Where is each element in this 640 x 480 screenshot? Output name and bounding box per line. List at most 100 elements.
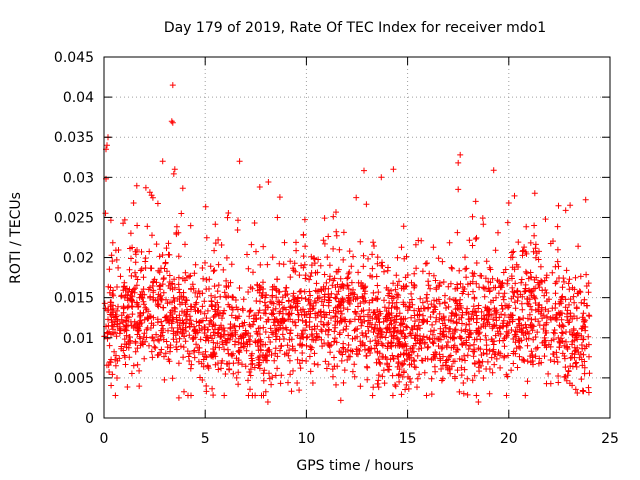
data-point: [128, 303, 135, 310]
data-point: [463, 265, 470, 272]
data-point: [530, 292, 537, 299]
data-point: [105, 316, 111, 323]
data-point: [439, 362, 446, 369]
data-point: [333, 381, 339, 388]
data-point: [522, 268, 529, 275]
data-point: [236, 323, 243, 330]
data-point: [510, 293, 517, 300]
data-point: [325, 361, 332, 368]
data-point: [337, 315, 344, 321]
data-point: [272, 305, 279, 312]
data-point: [322, 358, 329, 365]
data-point: [516, 326, 523, 333]
data-point: [121, 279, 128, 286]
data-point: [396, 343, 403, 349]
data-point: [475, 399, 482, 405]
x-tick-label: 20: [500, 431, 518, 447]
data-point: [253, 328, 260, 335]
data-point: [302, 243, 309, 250]
data-point: [445, 339, 451, 345]
data-point: [164, 344, 171, 351]
data-point: [511, 192, 518, 199]
data-point: [520, 247, 527, 254]
data-point: [137, 317, 144, 324]
data-point: [350, 253, 357, 260]
data-point: [167, 348, 173, 355]
data-point: [320, 302, 327, 309]
data-point: [334, 281, 341, 288]
data-point: [211, 306, 218, 313]
data-point: [203, 276, 210, 283]
data-point: [137, 267, 144, 274]
data-point: [144, 314, 151, 321]
data-point: [502, 266, 509, 273]
data-point: [136, 367, 143, 374]
data-point: [519, 306, 526, 313]
data-point: [261, 367, 268, 374]
data-point: [268, 329, 275, 336]
data-point: [561, 355, 568, 362]
data-point: [215, 261, 222, 268]
data-point: [375, 377, 382, 384]
data-point: [551, 327, 558, 333]
data-point: [257, 336, 264, 343]
data-point: [290, 267, 297, 274]
data-point: [554, 223, 561, 230]
data-point: [393, 291, 400, 298]
data-point: [144, 325, 151, 331]
data-point: [287, 371, 294, 378]
data-point: [333, 228, 340, 235]
data-point: [384, 345, 391, 352]
data-point: [123, 332, 130, 339]
data-point: [541, 292, 548, 299]
data-point: [276, 301, 283, 308]
data-point: [230, 370, 237, 377]
data-point: [242, 327, 249, 334]
data-point: [154, 316, 161, 323]
data-point: [188, 286, 195, 293]
data-point: [505, 352, 511, 359]
data-point: [104, 142, 110, 149]
data-point: [288, 388, 295, 395]
data-point: [144, 223, 151, 230]
data-point: [286, 347, 293, 354]
data-point: [511, 299, 518, 306]
data-point: [149, 354, 156, 361]
data-point: [224, 361, 231, 367]
data-point: [456, 388, 463, 395]
data-point: [108, 331, 114, 338]
data-point: [352, 326, 359, 333]
data-point: [386, 290, 393, 297]
data-point: [215, 304, 222, 310]
data-point: [454, 367, 461, 374]
data-point: [370, 384, 377, 391]
data-point: [211, 351, 218, 357]
data-point: [115, 264, 122, 271]
data-point: [245, 289, 252, 295]
data-point: [122, 292, 129, 299]
y-tick-label: 0.025: [54, 210, 94, 226]
data-point: [504, 219, 511, 226]
data-point: [423, 392, 430, 399]
data-point: [196, 327, 203, 334]
data-point: [381, 380, 388, 387]
data-point: [157, 293, 163, 300]
data-point: [273, 333, 280, 340]
data-point: [171, 276, 178, 283]
data-point: [526, 311, 533, 318]
data-point: [334, 291, 340, 298]
data-point: [392, 286, 399, 293]
data-point: [430, 244, 437, 251]
data-point: [390, 333, 397, 340]
data-point: [456, 267, 463, 274]
data-point: [247, 386, 253, 393]
data-point: [228, 312, 235, 319]
data-point: [534, 344, 541, 351]
data-point: [454, 281, 461, 288]
data-point: [569, 284, 576, 291]
data-point: [113, 333, 120, 340]
data-point: [309, 380, 316, 386]
data-point: [527, 353, 534, 360]
data-point: [547, 357, 554, 363]
data-point: [182, 269, 189, 276]
